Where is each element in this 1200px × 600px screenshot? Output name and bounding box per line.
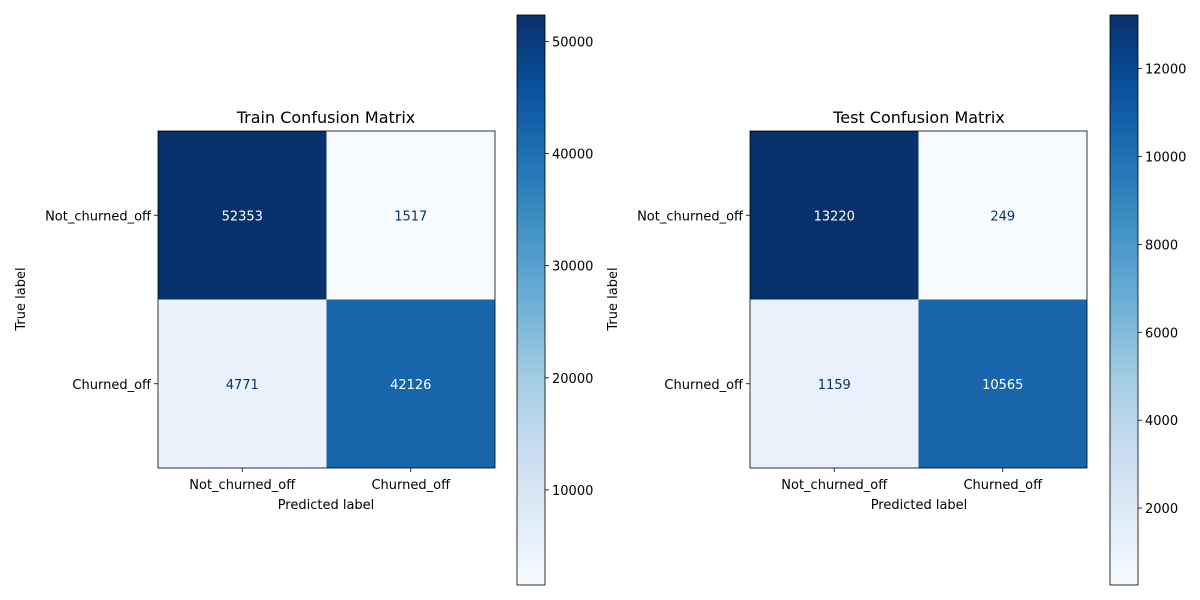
colorbar-tick-label: 4000 bbox=[1145, 414, 1178, 429]
matrix-cell bbox=[326, 131, 495, 300]
colorbar-tick-label: 20000 bbox=[552, 372, 593, 387]
cell-value-label: 42126 bbox=[390, 378, 431, 393]
y-tick-label: Not_churned_off bbox=[637, 209, 744, 224]
colorbar-frame bbox=[516, 14, 546, 586]
x-tick-label: Churned_off bbox=[963, 478, 1043, 493]
cell-value-label: 10565 bbox=[982, 378, 1023, 393]
matrix-cell bbox=[750, 299, 919, 468]
matrix-cell bbox=[158, 299, 327, 468]
colorbar-tick-label: 8000 bbox=[1145, 238, 1178, 253]
colorbar-tick-label: 6000 bbox=[1145, 326, 1178, 341]
y-axis-label: True label bbox=[14, 267, 29, 331]
colorbar-tick-label: 50000 bbox=[552, 35, 593, 50]
plot-frame bbox=[157, 130, 496, 469]
x-tick-label: Not_churned_off bbox=[189, 478, 296, 493]
x-axis-label: Predicted label bbox=[278, 498, 375, 513]
colorbar-gradient bbox=[517, 15, 545, 585]
chart-title: Test Confusion Matrix bbox=[832, 108, 1005, 127]
matrix-cell bbox=[750, 131, 919, 300]
y-tick-label: Churned_off bbox=[72, 378, 152, 393]
cell-value-label: 1517 bbox=[394, 209, 427, 224]
y-tick-label: Not_churned_off bbox=[45, 209, 152, 224]
colorbar: 2000 4000 6000 8000 10000 12000 bbox=[1109, 14, 1186, 586]
y-axis-label: True label bbox=[606, 267, 621, 331]
x-tick-label: Churned_off bbox=[371, 478, 451, 493]
y-tick-label: Churned_off bbox=[664, 378, 744, 393]
matrix-cell bbox=[918, 131, 1087, 300]
colorbar-gradient bbox=[1110, 15, 1138, 585]
colorbar-frame bbox=[1109, 14, 1139, 586]
x-axis-label: Predicted label bbox=[871, 498, 968, 513]
colorbar-tick-label: 10000 bbox=[1145, 151, 1186, 166]
cell-value-label: 52353 bbox=[222, 209, 263, 224]
colorbar-tick-label: 2000 bbox=[1145, 502, 1178, 517]
colorbar-tick-label: 12000 bbox=[1145, 63, 1186, 78]
colorbar: 10000 20000 30000 40000 50000 bbox=[516, 14, 593, 586]
cell-value-label: 4771 bbox=[226, 378, 259, 393]
train-confusion-matrix: Train Confusion Matrix 52353 1517 4771 4212… bbox=[14, 14, 593, 586]
x-tick-label: Not_churned_off bbox=[781, 478, 888, 493]
plot-frame bbox=[749, 130, 1088, 469]
matrix-cell bbox=[326, 299, 495, 468]
cell-value-label: 1159 bbox=[818, 378, 851, 393]
colorbar-tick-label: 10000 bbox=[552, 484, 593, 499]
cell-value-label: 13220 bbox=[814, 209, 855, 224]
colorbar-tick-label: 30000 bbox=[552, 260, 593, 275]
chart-title: Train Confusion Matrix bbox=[236, 108, 416, 127]
colorbar-tick-label: 40000 bbox=[552, 148, 593, 163]
matrix-cell bbox=[918, 299, 1087, 468]
cell-value-label: 249 bbox=[990, 209, 1015, 224]
matrix-cell bbox=[158, 131, 327, 300]
